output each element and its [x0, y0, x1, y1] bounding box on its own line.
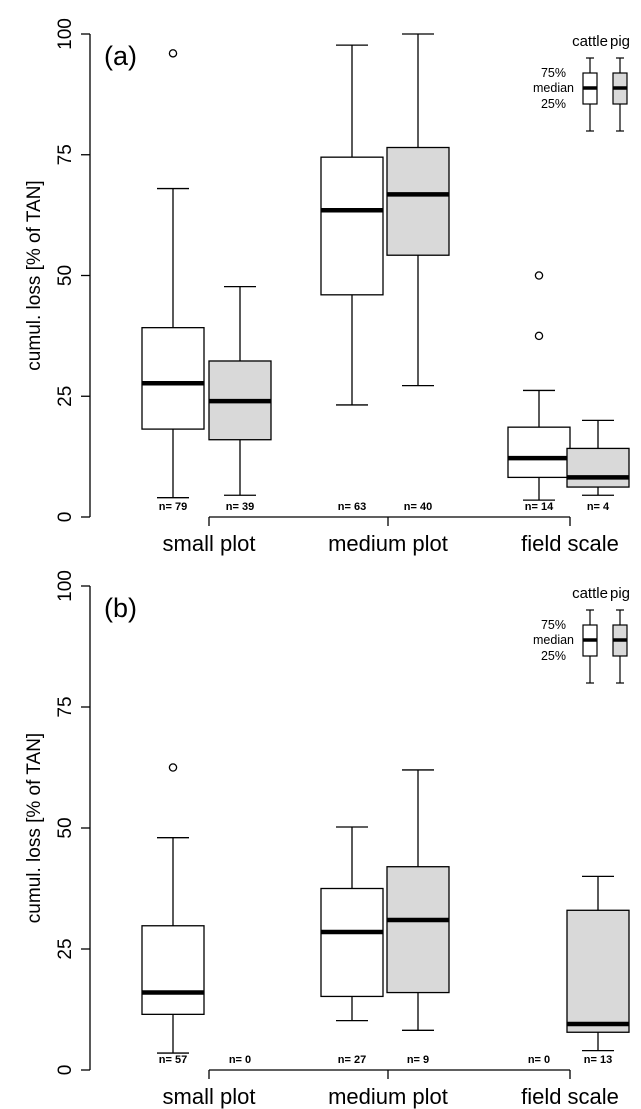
n-label: n= 40	[404, 501, 432, 513]
legend-q25-label: 25%	[541, 97, 566, 111]
outlier-point	[534, 331, 544, 341]
legend-pig-header: pig	[610, 585, 630, 602]
legend-pig-header: pig	[610, 33, 630, 50]
legend-median-label: median	[533, 633, 574, 647]
outlier-point	[534, 271, 544, 280]
box-iqr	[141, 925, 205, 1015]
outlier-point	[168, 49, 178, 58]
legend-q75-label: 75%	[541, 618, 566, 632]
x-group-label: medium plot	[328, 531, 448, 556]
n-label: n= 39	[226, 501, 254, 513]
legend-cattle-header: cattle	[572, 33, 608, 50]
y-tick-label: 100	[55, 570, 76, 602]
box-iqr	[320, 887, 384, 998]
legend-median-label: median	[533, 81, 574, 95]
box-iqr	[566, 909, 630, 1033]
y-tick-label: 25	[55, 386, 76, 407]
x-group-label: small plot	[163, 1084, 256, 1109]
x-group-label: medium plot	[328, 1084, 448, 1109]
box-iqr	[141, 327, 205, 430]
legend-q25-label: 25%	[541, 649, 566, 663]
x-group-label: field scale	[521, 531, 619, 556]
n-label: n= 27	[338, 1054, 366, 1066]
y-tick-label: 75	[55, 696, 76, 717]
n-label: n= 0	[229, 1054, 251, 1066]
x-group-label: small plot	[163, 531, 256, 556]
y-axis-title: cumul. loss [% of TAN]	[24, 180, 45, 370]
n-label: n= 57	[159, 1054, 187, 1066]
n-label: n= 9	[407, 1054, 429, 1066]
y-tick-label: 25	[55, 938, 76, 959]
y-axis-title: cumul. loss [% of TAN]	[24, 733, 45, 923]
y-tick-label: 0	[55, 1065, 76, 1076]
box-iqr	[320, 156, 384, 296]
y-tick-label: 50	[55, 265, 76, 286]
box-iqr	[386, 146, 450, 256]
outlier-point	[168, 763, 178, 772]
box-iqr	[507, 426, 571, 479]
box-iqr	[566, 447, 630, 488]
y-tick-label: 100	[55, 18, 76, 50]
legend-q75-label: 75%	[541, 66, 566, 80]
panel-label: (b)	[104, 593, 137, 623]
y-tick-label: 50	[55, 817, 76, 838]
n-label: n= 79	[159, 501, 187, 513]
legend-cattle-header: cattle	[572, 585, 608, 602]
y-tick-label: 75	[55, 144, 76, 165]
n-label: n= 14	[525, 501, 554, 513]
x-group-label: field scale	[521, 1084, 619, 1109]
n-label: n= 4	[587, 501, 610, 513]
n-label: n= 13	[584, 1054, 612, 1066]
panel-label: (a)	[104, 41, 137, 71]
panel-b: 0 25 50 75 100 cumul. loss [% of TAN] (b) small…	[24, 570, 630, 1109]
box-iqr	[386, 866, 450, 994]
n-label: n= 0	[528, 1054, 550, 1066]
panel-a: 0 25 50 75 100 cumul. loss [% of TAN] (a) small…	[24, 18, 630, 556]
n-label: n= 63	[338, 501, 366, 513]
y-tick-label: 0	[55, 512, 76, 523]
